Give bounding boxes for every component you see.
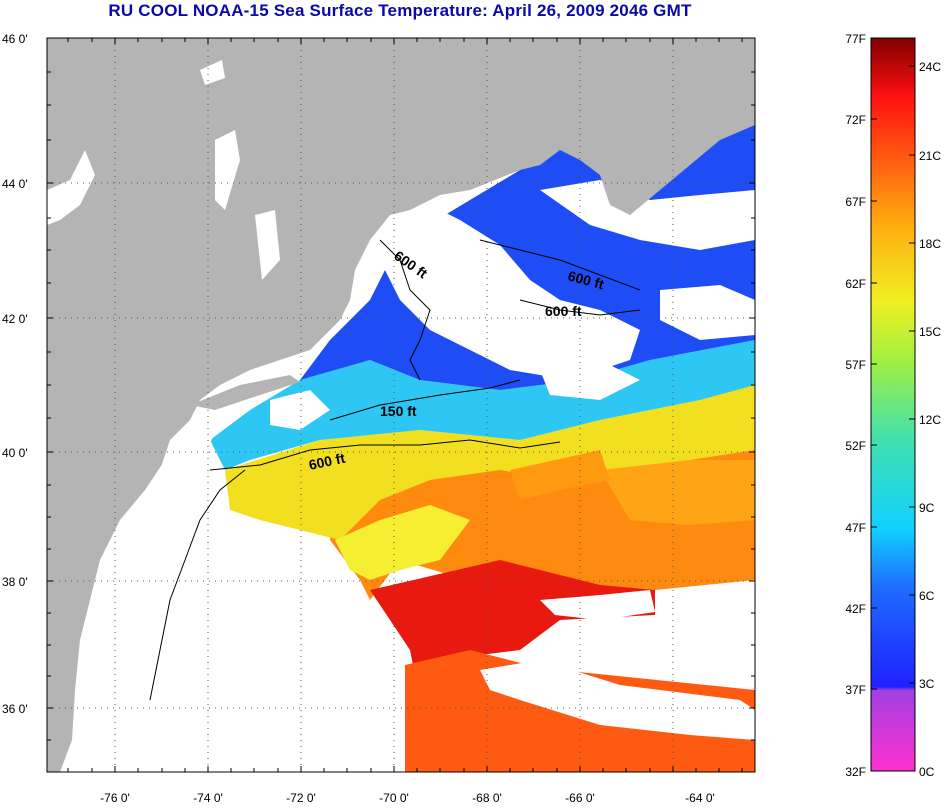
lat-label: 44 0' [2,177,28,191]
contour-label-600ft-c: 600 ft [545,303,582,319]
lon-label: -68 0' [472,791,502,805]
frontal-zone [225,380,755,540]
colorbar-f-label: 37F [845,683,866,697]
colorbar-f-label: 32F [845,765,866,779]
nova-scotia [600,115,700,175]
colorbar-c-label: 9C [919,501,935,515]
lon-label: -72 0' [286,791,316,805]
colorbar-c-label: 15C [919,325,941,339]
colorbar-f-label: 52F [845,439,866,453]
colorbar-c-label: 3C [919,677,935,691]
colorbar-c-label: 24C [919,60,941,74]
colorbar-c-label: 0C [919,765,935,779]
colorbar-f-label: 67F [845,195,866,209]
land-mass [47,38,755,772]
lon-label: -76 0' [100,791,130,805]
colorbar-c-label: 12C [919,413,941,427]
colorbar-f-label: 77F [845,32,866,46]
colorbar-f-label: 57F [845,358,866,372]
lat-label: 42 0' [2,312,28,326]
colorbar-gradient [870,37,916,772]
gulf-stream-core [370,560,655,700]
cloud-gulf [540,590,655,620]
colorbar: 77F 72F 67F 62F 57F 52F 47F 42F 37F 32F … [845,32,941,779]
contour-600ft-south [209,439,561,471]
colorbar-f-label: 62F [845,277,866,291]
cloud-south [480,660,755,740]
lat-label: 46 0' [2,32,28,46]
colorbar-c-label: 21C [919,149,941,163]
colorbar-f-label: 72F [845,113,866,127]
lat-label: 36 0' [2,702,28,716]
contour-label-150ft: 150 ft [380,403,417,419]
colorbar-c-label: 6C [919,589,935,603]
map-frame [46,37,756,773]
lon-label: -66 0' [565,791,595,805]
contour-label-600ft-d: 600 ft [307,450,346,473]
map-title: RU COOL NOAA-15 Sea Surface Temperature:… [108,1,692,20]
map-panel [47,38,755,772]
lon-label: -64 0' [685,791,715,805]
lat-label: 40 0' [2,446,28,460]
frame-ticks [47,37,755,772]
colorbar-f-label: 42F [845,602,866,616]
lon-label: -74 0' [193,791,223,805]
lat-label: 38 0' [2,575,28,589]
colorbar-f-label: 47F [845,521,866,535]
colorbar-c-label: 18C [919,237,941,251]
map-grid [47,38,755,772]
contour-150ft [329,379,521,421]
cloud-gulf-of-maine [370,200,640,380]
lon-label: -70 0' [379,791,409,805]
